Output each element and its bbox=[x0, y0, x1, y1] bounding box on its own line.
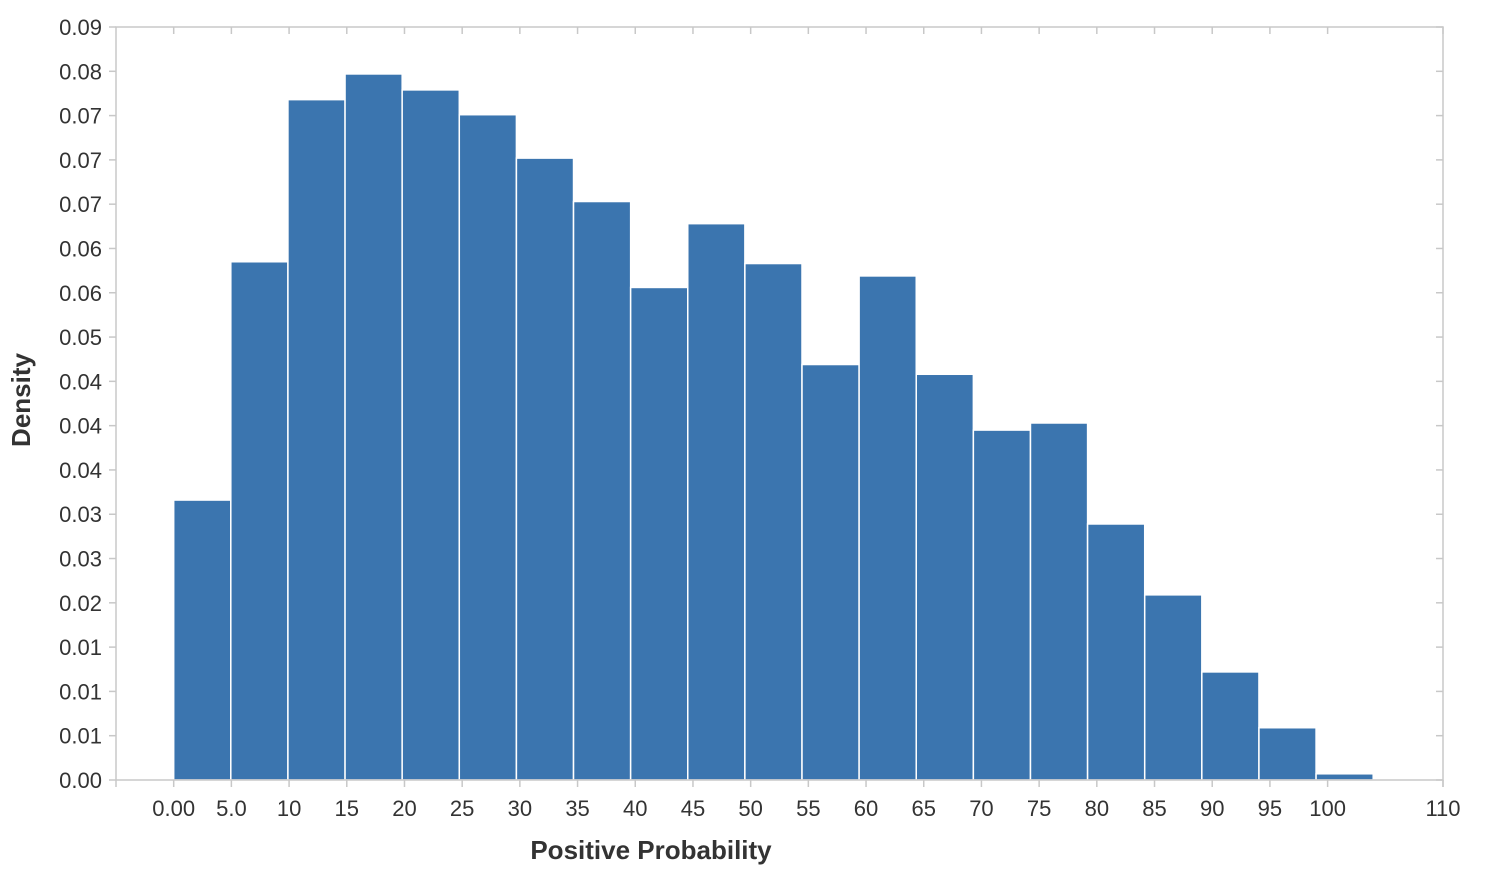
histogram-bar-19 bbox=[1258, 726, 1317, 781]
y-tick-label: 0.03 bbox=[59, 502, 102, 527]
y-axis-title: Density bbox=[6, 353, 36, 447]
plot-frame bbox=[115, 26, 1444, 781]
histogram-bar-6 bbox=[515, 157, 575, 781]
x-tick-label: 110 bbox=[1425, 796, 1460, 821]
y-tick-label: 0.01 bbox=[59, 679, 102, 704]
histogram-bar-1 bbox=[230, 261, 289, 781]
y-tick-label: 0.02 bbox=[59, 591, 102, 616]
histogram-bar-17 bbox=[1143, 594, 1203, 781]
y-tick-label: 0.01 bbox=[59, 635, 102, 660]
y-tick-label: 0.00 bbox=[59, 768, 102, 793]
x-tick-label: 70 bbox=[969, 796, 993, 821]
y-tick-label: 0.07 bbox=[59, 192, 102, 217]
x-tick-label: 25 bbox=[450, 796, 474, 821]
tick-labels-layer: 0.00 0.01 0.01 0.01 0.02 0.03 0.03 0.04 0.04 0.04… bbox=[59, 15, 1460, 821]
x-tick-label: 95 bbox=[1258, 796, 1282, 821]
histogram-bar-5 bbox=[458, 113, 518, 781]
x-tick-label: 100 bbox=[1309, 796, 1346, 821]
axes-layer bbox=[109, 26, 1444, 787]
x-tick-label: 85 bbox=[1142, 796, 1166, 821]
y-tick-label: 0.01 bbox=[59, 724, 102, 749]
y-tick-label: 0.07 bbox=[59, 148, 102, 173]
x-tick-label: 10 bbox=[277, 796, 301, 821]
x-tick-label: 50 bbox=[738, 796, 762, 821]
y-tick-label: 0.08 bbox=[59, 59, 102, 84]
y-tick-label: 0.04 bbox=[59, 414, 102, 439]
x-tick-label: 5.0 bbox=[216, 796, 247, 821]
histogram-bar-3 bbox=[344, 73, 403, 781]
histogram-bar-12 bbox=[858, 275, 917, 781]
histogram-bar-11 bbox=[801, 363, 860, 781]
x-tick-label: 35 bbox=[565, 796, 589, 821]
y-tick-label: 0.04 bbox=[59, 369, 102, 394]
x-tick-label: 30 bbox=[508, 796, 532, 821]
x-tick-label: 65 bbox=[911, 796, 935, 821]
y-tick-label: 0.04 bbox=[59, 458, 102, 483]
x-axis-title: Positive Probability bbox=[530, 835, 772, 865]
x-tick-label: 15 bbox=[335, 796, 359, 821]
histogram-bar-16 bbox=[1086, 523, 1146, 781]
histogram-bar-8 bbox=[629, 286, 689, 781]
x-tick-label: 45 bbox=[681, 796, 705, 821]
histogram-bar-10 bbox=[744, 262, 803, 781]
x-tick-label: 55 bbox=[796, 796, 820, 821]
y-tick-label: 0.05 bbox=[59, 325, 102, 350]
y-tick-label: 0.06 bbox=[59, 281, 102, 306]
x-tick-label: 40 bbox=[623, 796, 647, 821]
histogram-bar-7 bbox=[572, 200, 632, 781]
x-tick-label: 75 bbox=[1027, 796, 1051, 821]
histogram-bar-20 bbox=[1315, 773, 1374, 781]
y-tick-label: 0.06 bbox=[59, 236, 102, 261]
x-tick-label: 80 bbox=[1085, 796, 1109, 821]
histogram-bar-18 bbox=[1201, 671, 1260, 781]
histogram-bar-0 bbox=[172, 499, 232, 781]
y-tick-label: 0.03 bbox=[59, 547, 102, 572]
y-tick-label: 0.09 bbox=[59, 15, 102, 40]
x-tick-label: 20 bbox=[392, 796, 416, 821]
bars-layer bbox=[172, 73, 1374, 781]
x-tick-label: 0.00 bbox=[152, 796, 195, 821]
x-tick-label: 60 bbox=[854, 796, 878, 821]
histogram-bar-15 bbox=[1029, 422, 1089, 781]
histogram-bar-13 bbox=[915, 373, 975, 781]
histogram-bar-14 bbox=[972, 429, 1032, 781]
x-tick-label: 90 bbox=[1200, 796, 1224, 821]
histogram-bar-2 bbox=[287, 98, 346, 781]
y-tick-label: 0.07 bbox=[59, 104, 102, 129]
histogram-bar-9 bbox=[687, 222, 746, 781]
histogram-bar-4 bbox=[401, 89, 461, 781]
